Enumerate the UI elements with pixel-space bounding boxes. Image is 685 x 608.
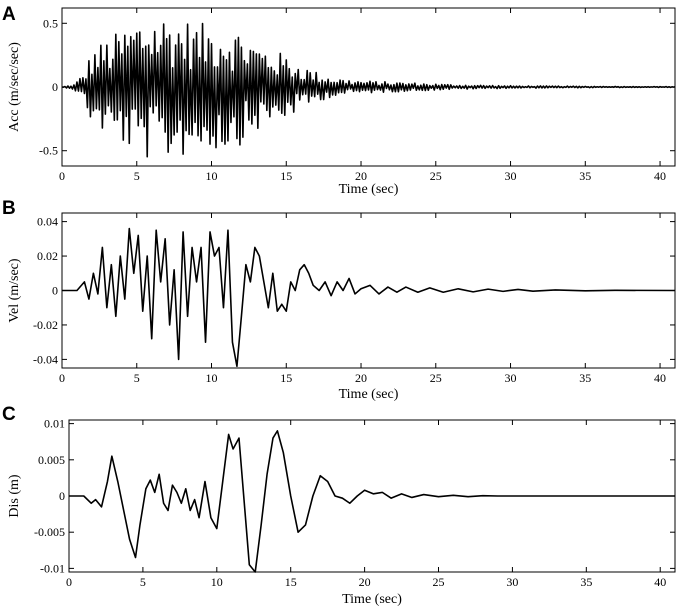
y-tick-label: 0 [52, 80, 58, 94]
x-tick-label: 0 [59, 371, 65, 385]
y-axis-label: Acc (m/sec/sec) [7, 42, 22, 132]
x-tick-label: 30 [505, 169, 517, 183]
x-axis-label: Time (sec) [342, 592, 402, 607]
y-tick-label: -0.01 [40, 561, 65, 575]
x-tick-label: 25 [430, 169, 442, 183]
series-line [69, 430, 675, 573]
x-tick-label: 5 [140, 575, 146, 589]
x-tick-label: 40 [654, 371, 666, 385]
panel-letter: C [2, 404, 16, 425]
y-tick-label: -0.02 [33, 318, 58, 332]
x-axis-label: Time (sec) [339, 182, 399, 197]
panel-c: C 0 5 10 15 20 25 30 35 40 -0.01 -0.005 0 0.005 0.01 Ti… [2, 404, 676, 607]
y-tick-label: -0.04 [33, 352, 58, 366]
x-tick-label: 20 [359, 575, 371, 589]
y-axis-label: Dis (m) [7, 474, 22, 518]
y-tick-label: 0.005 [38, 453, 65, 467]
series-line [62, 227, 676, 368]
x-tick-label: 35 [579, 169, 591, 183]
x-tick-label: 15 [280, 371, 292, 385]
x-tick-label: 40 [654, 575, 666, 589]
x-tick-label: 5 [134, 371, 140, 385]
x-tick-label: 35 [580, 575, 592, 589]
y-tick-label: 0.5 [43, 16, 58, 30]
y-tick-label: 0 [59, 489, 65, 503]
x-tick-label: 40 [654, 169, 666, 183]
y-tick-label: 0.04 [37, 215, 58, 229]
x-tick-label: 25 [430, 371, 442, 385]
series-line [61, 22, 676, 158]
y-tick-label: 0 [52, 284, 58, 298]
x-tick-label: 20 [355, 169, 367, 183]
y-tick-label: 0.01 [44, 417, 65, 431]
panel-letter: A [2, 4, 16, 25]
x-tick-label: 10 [206, 371, 218, 385]
x-tick-label: 15 [280, 169, 292, 183]
x-tick-label: 5 [134, 169, 140, 183]
x-tick-label: 15 [285, 575, 297, 589]
x-tick-label: 20 [355, 371, 367, 385]
panel-b: B 0 5 10 15 20 25 30 35 40 -0.04 -0.02 0 0.02 0.04 Time… [2, 198, 676, 402]
y-tick-label: -0.005 [34, 525, 65, 539]
panel-letter: B [2, 198, 16, 219]
x-tick-label: 25 [433, 575, 445, 589]
x-tick-label: 10 [206, 169, 218, 183]
x-axis-label: Time (sec) [339, 387, 399, 402]
x-tick-label: 10 [211, 575, 223, 589]
x-tick-label: 35 [579, 371, 591, 385]
x-tick-label: 30 [506, 575, 518, 589]
x-tick-label: 30 [505, 371, 517, 385]
y-tick-label: 0.02 [37, 249, 58, 263]
y-tick-label: -0.5 [39, 144, 58, 158]
y-axis-label: Vel (m/sec) [7, 258, 22, 322]
x-tick-label: 0 [66, 575, 72, 589]
x-tick-label: 0 [59, 169, 65, 183]
